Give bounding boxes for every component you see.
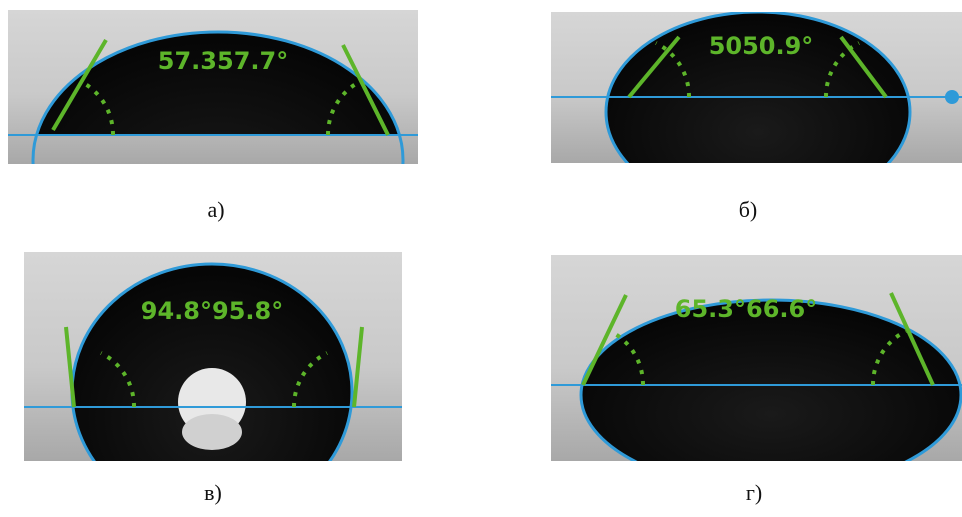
caption: г) — [746, 480, 762, 505]
angle-label: 94.8°95.8° — [141, 297, 283, 325]
droplet-image: 94.8°95.8° — [24, 252, 402, 517]
droplet-image: 65.3°66.6° — [551, 255, 962, 490]
caption: а) — [207, 197, 224, 222]
angle-label: 65.3°66.6° — [675, 295, 817, 323]
caption: в) — [204, 480, 222, 505]
image-content: 5050.9° — [551, 12, 962, 212]
reflection — [182, 414, 242, 450]
droplet-image: 5050.9° — [551, 12, 962, 212]
droplet-image: 57.357.7° — [8, 10, 418, 288]
caption: б) — [739, 197, 758, 222]
image-content: 65.3°66.6° — [551, 255, 962, 490]
angle-label: 57.357.7° — [158, 47, 288, 75]
figure: 57.357.7° а) 5050.9° б) 94.8°95.8° в) 65.3°66.… — [0, 0, 962, 517]
image-content: 94.8°95.8° — [24, 252, 402, 517]
handle — [945, 90, 959, 104]
image-content: 57.357.7° — [8, 10, 418, 288]
angle-label: 5050.9° — [709, 32, 814, 60]
